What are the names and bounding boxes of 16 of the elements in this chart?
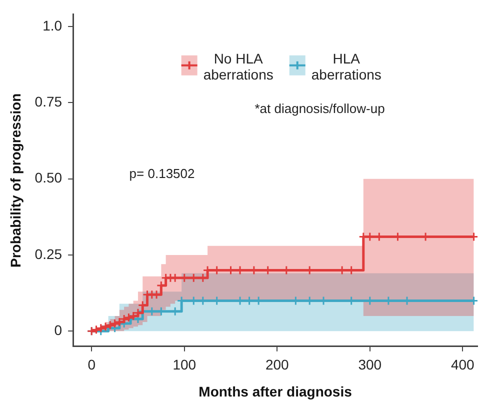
x-tick-label: 400: [450, 356, 475, 373]
annotation: *at diagnosis/follow-up: [254, 100, 385, 116]
y-tick-label: 0.50: [34, 170, 62, 186]
x-axis-title: Months after diagnosis: [198, 383, 352, 400]
y-tick-label: 1.0: [42, 17, 62, 34]
annotation: p= 0.13502: [129, 166, 195, 181]
legend-label: No HLA aberrations: [203, 50, 274, 82]
y-tick-label: 0: [54, 322, 62, 338]
x-tick-label: 100: [172, 356, 196, 373]
y-tick-label: 0.25: [34, 246, 62, 262]
y-tick-label: 0.75: [34, 94, 62, 110]
x-tick-label: 200: [265, 356, 290, 373]
legend-label: HLA aberrations: [311, 50, 382, 82]
y-axis-title: Probability of progression: [7, 93, 24, 268]
x-tick-label: 300: [358, 356, 382, 373]
x-tick-label: 0: [88, 356, 96, 373]
